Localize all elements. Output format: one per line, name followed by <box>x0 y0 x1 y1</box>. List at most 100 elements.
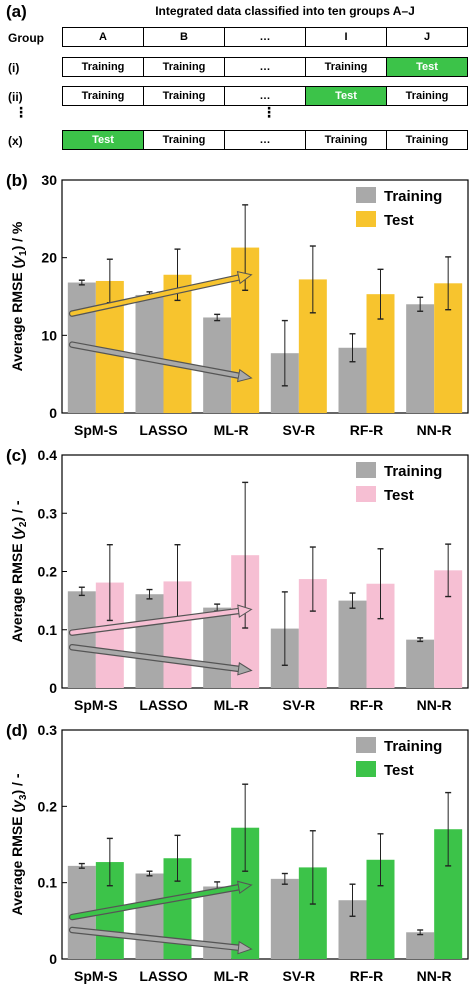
x-tick-label: RF-R <box>350 968 383 984</box>
legend-swatch-test <box>356 486 376 502</box>
group-label: Group <box>8 31 44 45</box>
y-axis-label: Average RMSE (y3) / - <box>9 773 29 915</box>
y-tick-label: 0.1 <box>38 875 58 891</box>
legend-label-test: Test <box>384 487 414 504</box>
bar-training <box>406 639 435 688</box>
x-tick-label: LASSO <box>139 422 187 438</box>
legend-swatch-test <box>356 211 376 227</box>
bar-training <box>203 607 232 688</box>
y-tick-label: 0.4 <box>38 447 58 463</box>
fold-row: Training Training … Training Test <box>62 57 468 77</box>
fold-cell: … <box>225 58 306 76</box>
plot-frame <box>61 179 469 414</box>
trend-arrow-head <box>237 604 253 618</box>
fold-cell: Training <box>405 134 449 146</box>
y-axis-label: Average RMSE (y1) / % <box>9 221 29 371</box>
bar-training <box>135 294 164 413</box>
legend-swatch-training <box>356 462 376 478</box>
fold-cell-test: Test <box>63 131 144 149</box>
group-cell: A <box>63 28 144 46</box>
plot-frame <box>61 729 469 960</box>
legend-label-test: Test <box>384 762 414 779</box>
x-tick-label: SpM-S <box>74 697 118 713</box>
x-tick-label: NN-R <box>417 422 452 438</box>
y-tick-label: 0 <box>49 405 57 421</box>
bar-training <box>270 878 299 959</box>
trend-arrow-shaft <box>70 927 241 950</box>
fold-label: (i) <box>8 61 20 75</box>
fold-cell: Training <box>306 131 387 149</box>
trend-arrow-shaft <box>70 645 241 671</box>
vertical-ellipsis: ⋮ <box>14 104 28 120</box>
trend-arrow-head <box>237 940 253 955</box>
y-tick-label: 0.3 <box>38 505 58 521</box>
bar-training <box>135 873 164 959</box>
bar-training <box>406 932 435 959</box>
group-cell: J <box>423 31 431 43</box>
x-tick-label: NN-R <box>417 968 452 984</box>
fold-row: Training Training … Test Training <box>62 86 468 106</box>
y-tick-label: 0 <box>49 951 57 967</box>
x-tick-label: ML-R <box>214 697 249 713</box>
x-tick-label: SV-R <box>282 697 315 713</box>
group-cell: … <box>225 28 306 46</box>
trend-arrow-shaft <box>70 342 241 378</box>
trend-arrow-shaft <box>70 609 241 635</box>
legend-swatch-test <box>356 761 376 777</box>
fold-label: (ii) <box>8 90 23 104</box>
y-tick-label: 0.3 <box>38 722 58 738</box>
bar-training <box>338 600 367 688</box>
fold-cell: Training <box>63 87 144 105</box>
chart-b: (b) 0 10 20 30 Average RMSE (y1) / % SpM-S LASS… <box>6 171 469 438</box>
trend-arrow-head <box>236 368 253 383</box>
y-tick-label: 0.2 <box>38 798 58 814</box>
fold-cell: … <box>225 87 306 105</box>
fold-cell: Training <box>306 58 387 76</box>
y-tick-label: 0.1 <box>38 622 58 638</box>
trend-arrow-shaft <box>70 275 241 316</box>
x-tick-label: ML-R <box>214 422 249 438</box>
chart-d: (d) 0 0.1 0.2 0.3 Average RMSE (y3) / - SpM-S L… <box>6 721 469 984</box>
y-tick-label: 0.2 <box>38 564 58 580</box>
legend-label-test: Test <box>384 212 414 229</box>
legend-swatch-training <box>356 187 376 203</box>
x-tick-label: LASSO <box>139 968 187 984</box>
bar-training <box>135 594 164 688</box>
panel-label-b: (b) <box>6 171 28 190</box>
fold-label: (x) <box>8 134 23 148</box>
legend-label-training: Training <box>384 463 442 480</box>
x-tick-label: NN-R <box>417 697 452 713</box>
trend-arrow-shaft <box>70 885 241 920</box>
cv-scheme: (a) Integrated data classified into ten … <box>0 0 474 160</box>
x-tick-label: RF-R <box>350 697 383 713</box>
panel-label-a: (a) <box>6 2 27 21</box>
y-tick-label: 20 <box>41 250 57 266</box>
y-tick-label: 30 <box>41 172 57 188</box>
group-header-row: A B … I J <box>62 27 468 47</box>
legend-label-training: Training <box>384 188 442 205</box>
trend-arrow-head <box>236 880 253 895</box>
y-tick-label: 0 <box>49 680 57 696</box>
x-tick-label: SV-R <box>282 422 315 438</box>
fold-cell: Training <box>405 90 449 102</box>
trend-arrow-head <box>236 270 253 285</box>
group-cell: I <box>306 28 387 46</box>
fold-cell: Training <box>144 131 225 149</box>
scheme-title: Integrated data classified into ten grou… <box>155 4 415 18</box>
fold-cell: … <box>225 131 306 149</box>
x-tick-label: ML-R <box>214 968 249 984</box>
vertical-ellipsis: ⋮ <box>262 104 276 120</box>
x-tick-label: SpM-S <box>74 968 118 984</box>
group-cell: B <box>144 28 225 46</box>
fold-cell-test: Test <box>387 58 467 76</box>
x-tick-label: SpM-S <box>74 422 118 438</box>
trend-arrow-head <box>237 662 253 676</box>
fold-row: Test Training … Training Training <box>62 130 468 150</box>
legend-label-training: Training <box>384 738 442 755</box>
fold-cell-test: Test <box>306 87 387 105</box>
y-axis-label: Average RMSE (y2) / - <box>9 500 29 642</box>
x-tick-label: LASSO <box>139 697 187 713</box>
y-tick-label: 10 <box>41 327 57 343</box>
fold-cell: Training <box>144 58 225 76</box>
bar-training <box>67 591 96 688</box>
